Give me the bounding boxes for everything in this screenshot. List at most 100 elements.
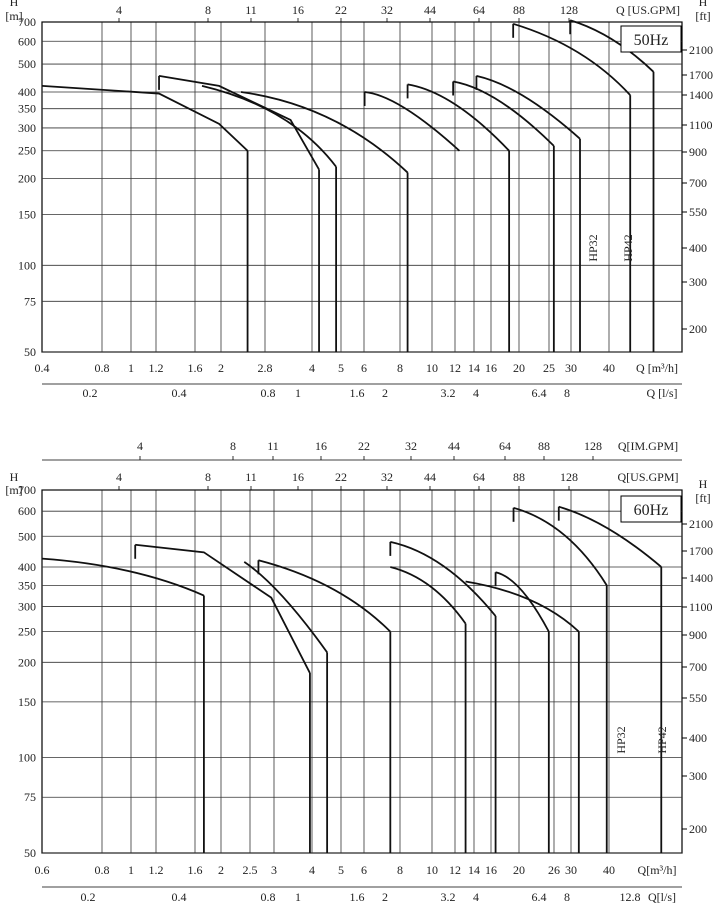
- top-axis-label: Q [US.GPM]: [616, 3, 680, 17]
- x-tick-label: 12: [449, 863, 461, 877]
- y-tick-label: 250: [18, 625, 36, 639]
- curve-label: HP32: [586, 234, 600, 261]
- y-tick-label: 300: [18, 600, 36, 614]
- top-tick-label: 11: [245, 3, 257, 17]
- pump-curve: [41, 84, 249, 152]
- top-tick-label: 64: [473, 3, 485, 17]
- y-axis-label: [m]: [5, 9, 22, 23]
- x-tick-label: 1: [128, 361, 134, 375]
- top-tick-label: 16: [292, 470, 304, 484]
- x-tick-label: 30: [565, 863, 577, 877]
- ls-tick-label: 1: [295, 890, 301, 904]
- x-tick-label: 0.8: [95, 863, 110, 877]
- x-tick-label: 12: [449, 361, 461, 375]
- plot-frame: [41, 21, 683, 353]
- x-tick-label: 14: [468, 361, 480, 375]
- top-tick-label: 88: [513, 3, 525, 17]
- ls-tick-label: 1.6: [350, 890, 365, 904]
- y-tick-label: 100: [18, 258, 36, 272]
- pump-curve: [558, 505, 662, 568]
- y-tick-label: 700: [18, 15, 36, 29]
- top-tick-label: 88: [538, 439, 550, 453]
- y2-tick-label: 400: [689, 731, 707, 745]
- x-tick-label: 0.6: [35, 863, 50, 877]
- top-tick-label: 44: [448, 439, 460, 453]
- y-tick-label: 350: [18, 578, 36, 592]
- top-tick-label: 11: [245, 470, 257, 484]
- top-tick-label: 64: [473, 470, 485, 484]
- pump-curve: [390, 541, 497, 617]
- y2-tick-label: 550: [689, 205, 707, 219]
- x-tick-label: 2.8: [258, 361, 273, 375]
- ls-tick-label: 1.6: [350, 386, 365, 400]
- x-tick-label: 6: [361, 863, 367, 877]
- top-tick-label: 32: [381, 3, 393, 17]
- y-tick-label: 700: [18, 483, 36, 497]
- y2-tick-label: 1100: [689, 118, 713, 132]
- x-tick-label: 1.6: [188, 863, 203, 877]
- y2-tick-label: 2100: [689, 43, 713, 57]
- y2-tick-label: 2100: [689, 517, 713, 531]
- y-tick-label: 50: [24, 846, 36, 860]
- top-tick-label: 128: [584, 439, 602, 453]
- x-tick-label: 10: [426, 863, 438, 877]
- y2-tick-label: 700: [689, 176, 707, 190]
- ls-tick-label: 6.4: [532, 890, 547, 904]
- pump-curve: [158, 74, 320, 171]
- y2-tick-label: 300: [689, 275, 707, 289]
- pump-curve: [243, 561, 328, 653]
- pump-curve: [258, 559, 391, 633]
- top-tick-label: 32: [381, 470, 393, 484]
- y-tick-label: 300: [18, 121, 36, 135]
- y2-axis-label: [ft]: [695, 491, 710, 505]
- ls-tick-label: 0.8: [261, 890, 276, 904]
- pump-curve: [135, 543, 311, 674]
- pump-curve: [476, 74, 581, 140]
- x-tick-label: 4: [309, 361, 315, 375]
- pump-curve: [465, 580, 580, 633]
- x-tick-label: 5: [338, 361, 344, 375]
- y2-axis-label: H: [699, 0, 708, 9]
- x-tick-label: 1.2: [149, 361, 164, 375]
- ls-tick-label: 0.8: [261, 386, 276, 400]
- y-tick-label: 200: [18, 172, 36, 186]
- pump-curve: [201, 85, 337, 168]
- top-tick-label: 32: [405, 439, 417, 453]
- x-tick-label: 2: [218, 361, 224, 375]
- x-tick-label: 40: [603, 863, 615, 877]
- y2-tick-label: 200: [689, 822, 707, 836]
- top-axis-label: Q[US.GPM]: [617, 470, 678, 484]
- top-tick-label: 8: [205, 470, 211, 484]
- top-tick-label: 44: [424, 3, 436, 17]
- ls-tick-label: 0.4: [172, 890, 187, 904]
- ls-axis-label: Q [l/s]: [647, 386, 678, 400]
- y-tick-label: 200: [18, 655, 36, 669]
- title-box: [620, 25, 682, 53]
- x-tick-label: 0.8: [95, 361, 110, 375]
- x-tick-label: 25: [543, 361, 555, 375]
- x-tick-label: 5: [338, 863, 344, 877]
- y-tick-label: 600: [18, 504, 36, 518]
- y2-tick-label: 1700: [689, 544, 713, 558]
- ls-tick-label: 2: [382, 386, 388, 400]
- x-tick-label: 1: [128, 863, 134, 877]
- ls-tick-label: 2: [382, 890, 388, 904]
- y-tick-label: 250: [18, 144, 36, 158]
- ls-tick-label: 8: [564, 386, 570, 400]
- curve-label: HP42: [655, 726, 669, 753]
- x-tick-label: 20: [513, 863, 525, 877]
- x-tick-label: 40: [603, 361, 615, 375]
- top-tick-label: 64: [499, 439, 511, 453]
- ls-tick-label: 0.2: [81, 890, 96, 904]
- y-tick-label: 75: [24, 790, 36, 804]
- y2-tick-label: 900: [689, 145, 707, 159]
- y-tick-label: 150: [18, 695, 36, 709]
- x-tick-label: 26: [548, 863, 560, 877]
- ls-tick-label: 6.4: [532, 386, 547, 400]
- chart-title: 60Hz: [634, 502, 669, 519]
- y2-tick-label: 200: [689, 322, 707, 336]
- pump-curve: [512, 22, 631, 96]
- ls-axis-label: Q[l/s]: [648, 890, 676, 904]
- x-tick-label: 16: [485, 863, 497, 877]
